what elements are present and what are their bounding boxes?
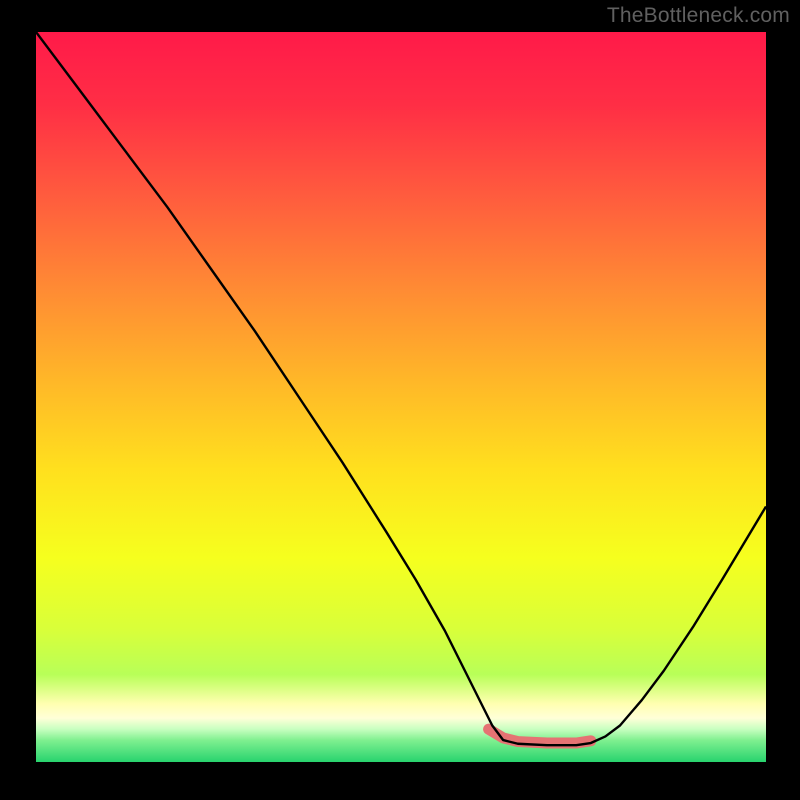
bottleneck-curve — [36, 32, 766, 745]
chart-canvas: TheBottleneck.com — [0, 0, 800, 800]
plot-area — [36, 32, 766, 762]
watermark-text: TheBottleneck.com — [607, 4, 790, 28]
curve-layer — [36, 32, 766, 762]
